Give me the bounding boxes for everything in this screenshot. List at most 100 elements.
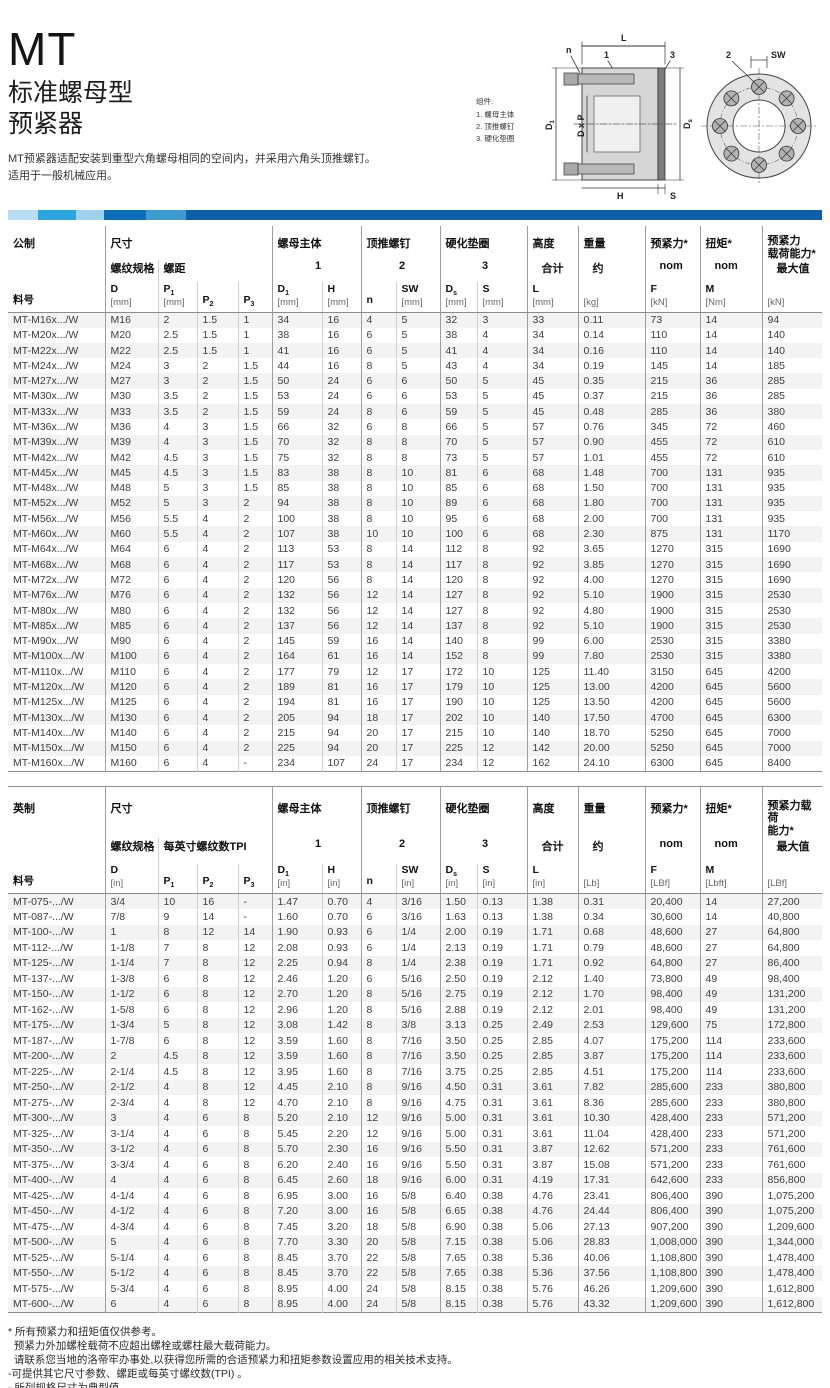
table-cell: 3.70 xyxy=(321,1250,361,1266)
part-number-cell: MT-200-.../W xyxy=(13,1050,74,1063)
table-cell: 10 xyxy=(395,495,440,512)
table-cell: 8 xyxy=(157,924,197,941)
table-cell: 5/8 xyxy=(395,1296,440,1313)
tpi-label: 每英寸螺纹数TPI xyxy=(157,837,272,864)
table-cell: 3 xyxy=(196,465,238,481)
table-cell: 285 xyxy=(644,404,700,420)
table-cell: 1.70 xyxy=(577,986,645,1003)
table-cell: 99 xyxy=(526,633,578,649)
table-cell: 8 xyxy=(237,1234,272,1251)
part-number-cell: MT-150-.../W xyxy=(13,988,74,1001)
table-cell: 15.08 xyxy=(577,1157,645,1173)
table-cell: 8 xyxy=(196,1048,238,1065)
description-line-2: 适用于一般机械应用。 xyxy=(8,169,118,182)
table-row: MT-M24x.../W M24 3 2 1.5 44 16 8 5 43 4 … xyxy=(8,358,822,374)
table-cell: M120 xyxy=(104,679,158,695)
table-cell: 6 xyxy=(157,710,197,726)
table-cell: 1-7/8 xyxy=(104,1033,158,1049)
table-cell: 2.25 xyxy=(271,955,322,972)
table-cell: 2.88 xyxy=(439,1002,477,1018)
table-cell: 2.10 xyxy=(321,1079,361,1096)
table-cell: 6 xyxy=(157,755,197,772)
table-cell: 571,200 xyxy=(761,1110,822,1127)
column-header: n xyxy=(360,282,396,313)
table-cell: 3/16 xyxy=(395,893,440,910)
table-cell: 6.90 xyxy=(439,1219,477,1235)
table-cell: 2.38 xyxy=(439,955,477,972)
table-cell: 18 xyxy=(360,1219,396,1235)
table-cell: 85 xyxy=(439,480,477,496)
table-cell: 4 xyxy=(196,725,238,741)
metric-group-header-row: 公制 尺寸 螺母主体 顶推螺钉 硬化垫圈 高度 重量 预紧力* 扭矩* 预紧力 … xyxy=(8,226,822,261)
table-cell: 8 xyxy=(476,618,527,634)
table-cell: 117 xyxy=(439,557,477,573)
table-cell: 20 xyxy=(360,725,396,741)
svg-text:SW: SW xyxy=(771,50,786,60)
table-cell: 3 xyxy=(196,449,238,466)
table-cell: 4 xyxy=(157,1234,197,1251)
table-cell: 8 xyxy=(360,449,396,466)
table-cell: 4 xyxy=(157,1079,197,1096)
table-cell: 3/4 xyxy=(104,893,158,910)
table-cell: 137 xyxy=(439,618,477,634)
part-number-cell: MT-075-.../W xyxy=(13,895,74,908)
table-cell: 285 xyxy=(761,373,822,389)
group-torque: 扭矩* xyxy=(699,786,762,838)
table-cell: 1,108,800 xyxy=(644,1250,700,1266)
table-cell: 6 xyxy=(196,1141,238,1158)
table-cell: 4 xyxy=(196,755,238,772)
table-row: MT-M68x.../W M68 6 4 2 117 53 8 14 117 8… xyxy=(8,557,822,573)
table-cell: 2 xyxy=(237,694,272,710)
table-cell: 285,600 xyxy=(644,1079,700,1096)
table-cell: 7000 xyxy=(761,740,822,756)
table-cell: 571,200 xyxy=(644,1157,700,1173)
column-header: P3 xyxy=(237,282,272,313)
table-cell: 14 xyxy=(237,924,272,941)
table-cell: 24 xyxy=(360,755,396,772)
table-cell: 32 xyxy=(321,434,361,450)
part-number-cell: MT-M39x.../W xyxy=(13,436,79,449)
table-cell: 233 xyxy=(699,1095,762,1111)
table-cell: 4 xyxy=(157,1157,197,1173)
footnote-line: 请联系您当地的洛帝牢办事处,以获得您所需的合适预紧力和扭矩参数设置应用的相关技术… xyxy=(8,1353,458,1366)
table-cell: 2 xyxy=(237,740,272,756)
table-cell: 4-1/4 xyxy=(104,1188,158,1204)
table-cell: 4 xyxy=(476,327,527,343)
imperial-column-header-row: 料号 D [in] P1 P2 xyxy=(8,863,822,895)
table-cell: 16 xyxy=(321,312,361,328)
table-cell: 120 xyxy=(271,572,322,588)
table-cell: 3.5 xyxy=(157,388,197,405)
table-cell: 3/8 xyxy=(395,1017,440,1034)
table-cell: 3.00 xyxy=(321,1188,361,1204)
table-cell: M36 xyxy=(104,419,158,435)
table-cell: 50 xyxy=(439,373,477,389)
footnote-line: * 所有预紧力和扭矩值仅供参考。 xyxy=(8,1325,163,1338)
table-cell: 8 xyxy=(237,1219,272,1235)
table-cell: 34 xyxy=(526,327,578,343)
table-cell: M64 xyxy=(104,541,158,558)
table-cell: 8 xyxy=(237,1157,272,1173)
table-cell: 0.92 xyxy=(577,955,645,972)
column-header: P1 [mm] xyxy=(157,282,197,313)
nom-label: nom xyxy=(699,260,762,283)
table-row: MT-475-.../W 4-3/4 4 6 8 7.45 3.20 18 5/… xyxy=(8,1219,822,1235)
table-cell: 225 xyxy=(439,740,477,756)
table-cell: 4 xyxy=(157,1110,197,1127)
column-header: F [kN] xyxy=(644,282,700,313)
accent-bar-segment xyxy=(186,210,822,220)
table-cell: 1.5 xyxy=(237,373,272,389)
table-cell: 6 xyxy=(395,404,440,420)
table-row: MT-125-.../W 1-1/4 7 8 12 2.25 0.94 8 1/… xyxy=(8,955,822,972)
group-nut-body: 螺母主体 xyxy=(271,786,361,838)
table-cell: 9/16 xyxy=(395,1141,440,1158)
part-number-cell: MT-225-.../W xyxy=(13,1065,74,1078)
table-cell: 8 xyxy=(360,358,396,374)
table-cell: 1.5 xyxy=(237,480,272,496)
table-cell: 0.19 xyxy=(476,940,527,956)
table-cell: 1.01 xyxy=(577,449,645,466)
table-row: MT-M48x.../W M48 5 3 1.5 85 38 8 10 85 6… xyxy=(8,480,822,496)
part-number-cell: MT-162-.../W xyxy=(13,1003,74,1016)
table-cell: 2 xyxy=(196,404,238,420)
table-cell: 1.5 xyxy=(237,434,272,450)
table-cell: 0.38 xyxy=(476,1203,527,1220)
